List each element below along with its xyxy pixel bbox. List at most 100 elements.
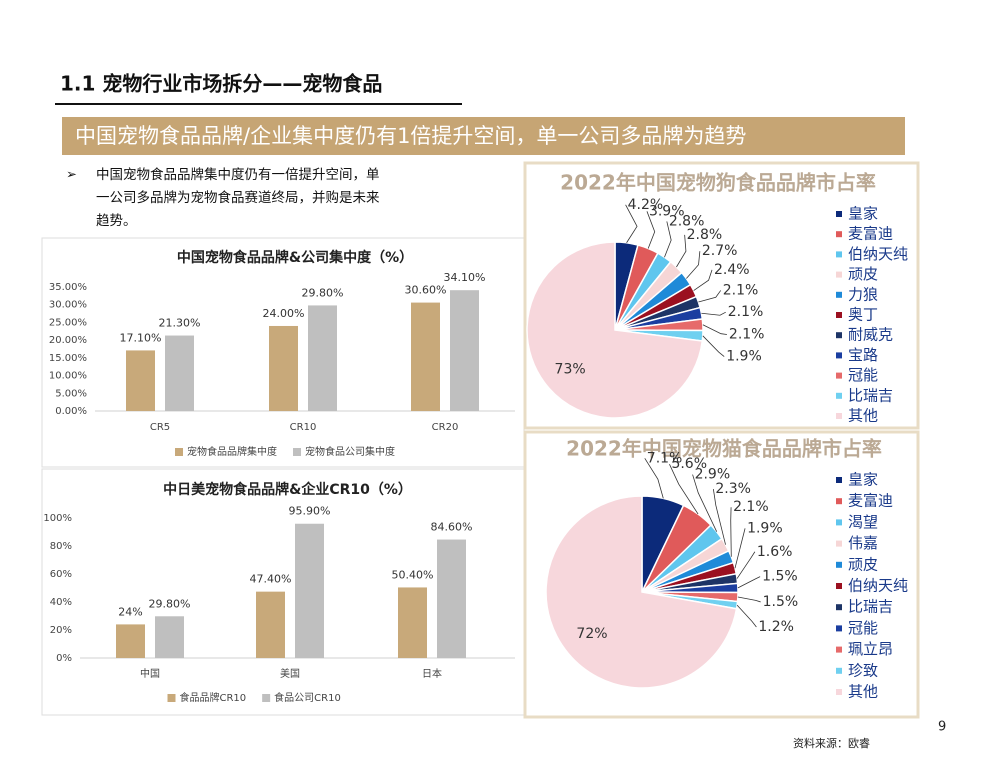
- x-tick-label: 日本: [422, 667, 442, 680]
- legend-swatch: [836, 392, 842, 399]
- data-label: 21.30%: [159, 317, 201, 330]
- pie-slice: [545, 495, 738, 689]
- y-tick-label: 20.00%: [49, 335, 87, 346]
- leader-line: [686, 251, 701, 279]
- leader-line: [701, 311, 726, 316]
- y-tick-label: 35.00%: [49, 282, 87, 293]
- bar: [398, 587, 427, 658]
- legend-swatch: [836, 519, 842, 526]
- data-label: 24.00%: [263, 307, 305, 320]
- legend-label: 其他: [848, 683, 878, 701]
- y-tick-label: 30.00%: [49, 300, 87, 311]
- leader-line: [646, 211, 656, 249]
- leader-line: [669, 464, 699, 515]
- bar: [155, 616, 184, 658]
- legend-swatch: [836, 372, 842, 379]
- leader-line: [734, 528, 746, 569]
- data-label: 2.3%: [715, 481, 751, 497]
- legend-swatch: [836, 604, 842, 611]
- legend-label: 皇家: [848, 471, 878, 489]
- y-tick-label: 100%: [43, 513, 72, 524]
- chart-title: 中日美宠物食品品牌&企业CR10（%）: [163, 481, 412, 498]
- data-label: 1.5%: [762, 569, 798, 585]
- y-tick-label: 0.00%: [55, 406, 87, 417]
- bullet-marker: ➢: [66, 168, 77, 183]
- legend-label: 冠能: [848, 619, 878, 637]
- legend-label: 珮立昂: [848, 640, 893, 658]
- legend-label: 宝路: [848, 346, 878, 364]
- bar: [411, 302, 440, 411]
- pie-slice: [526, 241, 704, 419]
- legend-swatch: [836, 625, 842, 632]
- chart-frame: [523, 430, 920, 719]
- data-label: 84.60%: [431, 521, 473, 534]
- legend-swatch: [836, 689, 842, 695]
- bar: [295, 523, 324, 658]
- bullet-line: 一公司多品牌为宠物食品赛道终局，并购是未来: [96, 189, 380, 206]
- legend-label: 珍致: [848, 661, 878, 679]
- legend-swatch: [836, 498, 842, 505]
- y-tick-label: 10.00%: [49, 371, 87, 382]
- data-label: 2.1%: [723, 282, 759, 298]
- bar: [269, 325, 298, 411]
- legend-swatch: [836, 291, 842, 298]
- legend-swatch: [836, 211, 842, 217]
- legend-swatch: [836, 667, 842, 674]
- legend-swatch: [836, 231, 842, 238]
- legend-swatch: [836, 583, 842, 589]
- data-label: 47.40%: [250, 573, 292, 586]
- bar: [116, 624, 145, 658]
- legend-swatch: [836, 352, 842, 359]
- data-label: 95.90%: [289, 505, 331, 518]
- legend-label: 食品公司CR10: [274, 691, 341, 704]
- bullet-line: 趋势。: [96, 213, 137, 229]
- bar: [450, 290, 479, 411]
- x-tick-label: CR10: [290, 422, 317, 433]
- data-label: 2.8%: [687, 227, 723, 243]
- leader-line: [676, 234, 687, 268]
- x-tick-label: CR20: [432, 422, 459, 433]
- data-label: 34.10%: [444, 271, 486, 284]
- data-label: 1.5%: [763, 594, 799, 610]
- legend-swatch: [167, 694, 176, 702]
- bar: [308, 305, 337, 411]
- y-tick-label: 0%: [56, 653, 72, 664]
- data-label: 30.60%: [405, 284, 447, 297]
- legend-label: 麦富迪: [848, 225, 893, 243]
- page-number: 9: [938, 720, 946, 735]
- y-tick-label: 80%: [50, 541, 72, 552]
- legend-label: 顽皮: [848, 555, 878, 573]
- data-label: 2.8%: [669, 213, 705, 229]
- legend-label: 宠物食品公司集中度: [305, 445, 395, 458]
- chart-title: 2022年中国宠物猫食品品牌市占率: [566, 437, 882, 461]
- legend-swatch: [836, 477, 842, 483]
- data-label: 50.40%: [392, 568, 434, 581]
- source-note: 资料来源：欧睿: [793, 736, 870, 750]
- legend-swatch: [836, 561, 842, 568]
- leader-line: [644, 458, 664, 499]
- leader-line: [698, 290, 722, 303]
- chart-title: 2022年中国宠物狗食品品牌市占率: [560, 171, 876, 195]
- data-label: 5.6%: [671, 456, 707, 472]
- data-label: 2.9%: [695, 467, 731, 483]
- data-label: 24%: [118, 605, 142, 618]
- leader-line: [737, 596, 761, 603]
- leader-line: [664, 221, 672, 258]
- legend-swatch: [836, 271, 842, 278]
- legend-label: 伯纳天纯: [848, 577, 908, 595]
- data-label: 29.80%: [149, 597, 191, 610]
- data-label: 1.6%: [757, 544, 793, 560]
- legend-label: 宠物食品品牌集中度: [187, 445, 277, 458]
- legend-label: 其他: [848, 407, 878, 425]
- y-tick-label: 60%: [50, 569, 72, 580]
- data-label: 3.9%: [649, 203, 685, 219]
- legend-swatch: [836, 251, 842, 258]
- legend-label: 比瑞吉: [848, 598, 893, 616]
- legend-swatch: [836, 413, 842, 419]
- legend-label: 伯纳天纯: [848, 245, 908, 263]
- data-label: 29.80%: [302, 286, 344, 299]
- data-label: 7.1%: [647, 450, 683, 466]
- legend-label: 耐威克: [848, 326, 893, 344]
- banner-text: 中国宠物食品品牌/企业集中度仍有1倍提升空间，单一公司多品牌为趋势: [75, 124, 746, 148]
